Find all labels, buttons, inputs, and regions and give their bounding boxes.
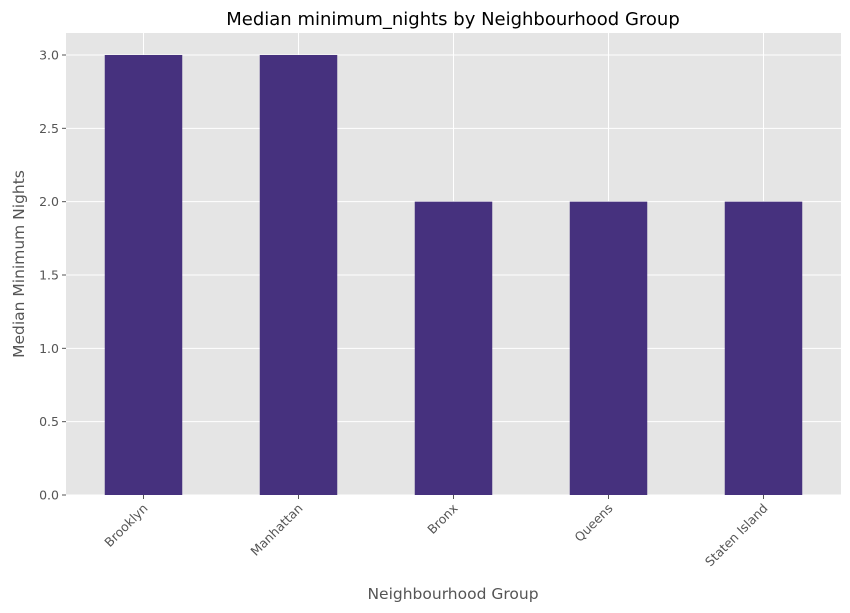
- y-tick-label: 1.0: [39, 341, 59, 356]
- bar-manhattan: [259, 55, 338, 495]
- y-tick-label: 0.5: [39, 414, 59, 429]
- bar-bronx: [414, 201, 493, 495]
- bars: [104, 55, 803, 495]
- x-tick-label: Staten Island: [702, 501, 771, 570]
- x-axis-label: Neighbourhood Group: [367, 585, 538, 603]
- x-tick-label: Brooklyn: [101, 501, 150, 550]
- y-tick-label: 3.0: [39, 48, 59, 63]
- x-tick-label: Manhattan: [247, 501, 305, 559]
- y-tick-label: 0.0: [39, 488, 59, 503]
- y-tick-label: 2.0: [39, 194, 59, 209]
- x-tick-label: Queens: [571, 501, 615, 545]
- y-axis-label: Median Minimum Nights: [10, 170, 28, 358]
- bar-brooklyn: [104, 55, 183, 495]
- y-tick-label: 2.5: [39, 121, 59, 136]
- x-tick-label: Bronx: [424, 501, 460, 537]
- y-tick-label: 1.5: [39, 268, 59, 283]
- chart-title: Median minimum_nights by Neighbourhood G…: [226, 9, 680, 30]
- bar-queens: [569, 201, 648, 495]
- bar-staten-island: [724, 201, 803, 495]
